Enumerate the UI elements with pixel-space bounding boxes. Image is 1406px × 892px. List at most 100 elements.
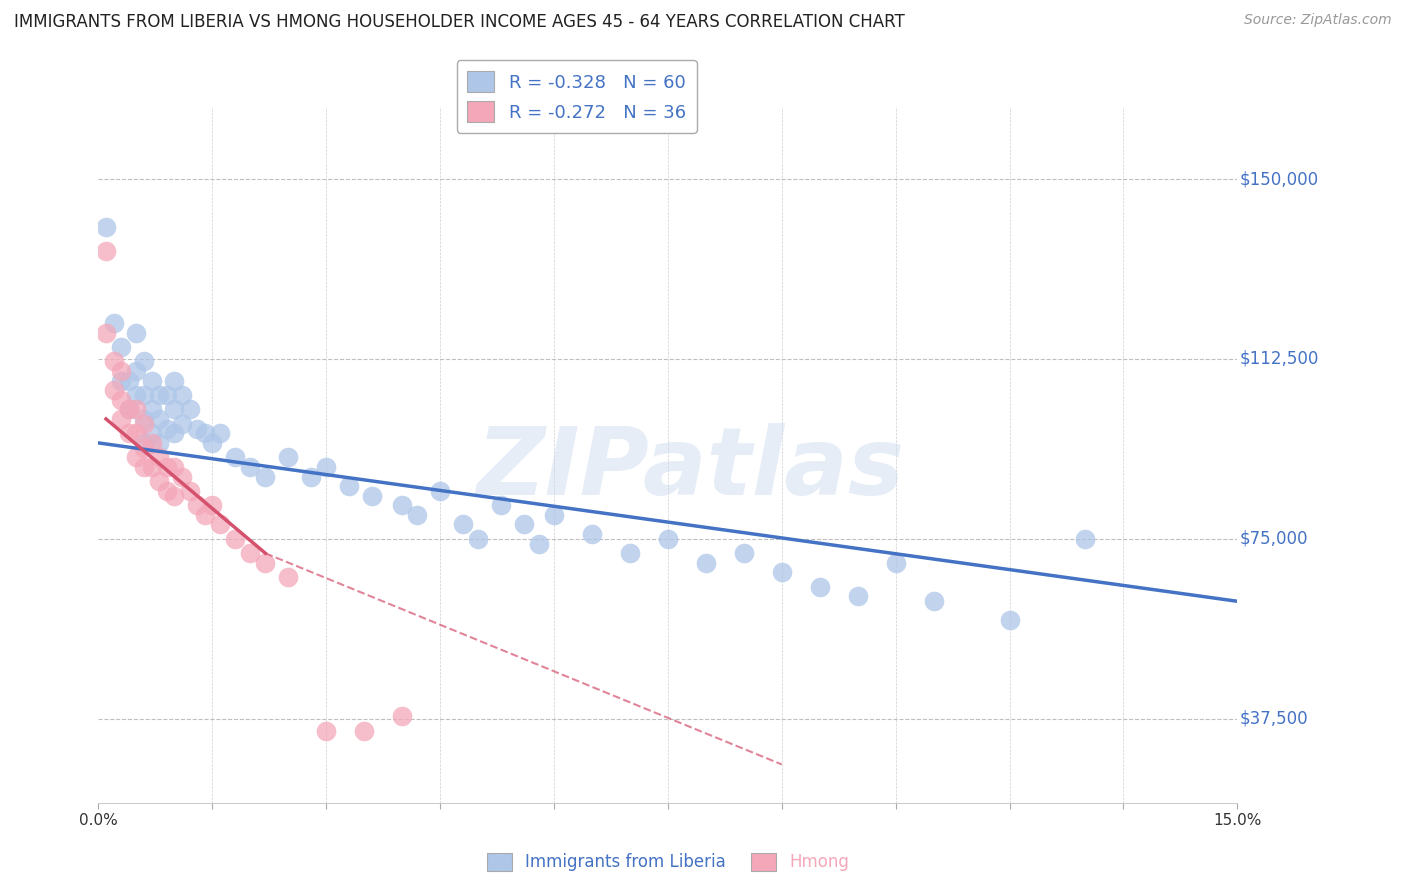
Point — [132, 412, 155, 426]
Point — [239, 459, 262, 474]
Legend: Immigrants from Liberia, Hmong: Immigrants from Liberia, Hmong — [479, 846, 856, 878]
Point — [118, 426, 141, 441]
Point — [179, 483, 201, 498]
Point — [619, 546, 641, 560]
Point — [170, 388, 193, 402]
Point — [94, 244, 117, 258]
Point — [132, 388, 155, 402]
Point — [391, 709, 413, 723]
Point — [148, 475, 170, 489]
Point — [808, 580, 831, 594]
Point — [299, 469, 322, 483]
Point — [156, 421, 179, 435]
Text: $37,500: $37,500 — [1240, 710, 1308, 728]
Point — [467, 532, 489, 546]
Point — [163, 459, 186, 474]
Point — [998, 614, 1021, 628]
Point — [125, 326, 148, 340]
Point — [163, 489, 186, 503]
Point — [451, 517, 474, 532]
Point — [132, 417, 155, 431]
Point — [208, 517, 231, 532]
Point — [118, 402, 141, 417]
Point — [156, 483, 179, 498]
Point — [156, 459, 179, 474]
Point — [194, 508, 217, 522]
Text: IMMIGRANTS FROM LIBERIA VS HMONG HOUSEHOLDER INCOME AGES 45 - 64 YEARS CORRELATI: IMMIGRANTS FROM LIBERIA VS HMONG HOUSEHO… — [14, 13, 905, 31]
Point — [103, 354, 125, 368]
Point — [110, 374, 132, 388]
Point — [922, 594, 945, 608]
Point — [277, 450, 299, 465]
Point — [315, 723, 337, 738]
Text: $150,000: $150,000 — [1240, 170, 1319, 188]
Point — [163, 374, 186, 388]
Point — [141, 436, 163, 450]
Point — [141, 374, 163, 388]
Point — [186, 421, 208, 435]
Point — [110, 340, 132, 354]
Point — [657, 532, 679, 546]
Point — [315, 459, 337, 474]
Point — [337, 479, 360, 493]
Point — [94, 326, 117, 340]
Point — [695, 556, 717, 570]
Point — [125, 450, 148, 465]
Point — [132, 459, 155, 474]
Point — [254, 556, 277, 570]
Point — [254, 469, 277, 483]
Point — [224, 450, 246, 465]
Point — [170, 469, 193, 483]
Point — [406, 508, 429, 522]
Point — [543, 508, 565, 522]
Point — [277, 570, 299, 584]
Point — [846, 590, 869, 604]
Point — [353, 723, 375, 738]
Point — [527, 537, 550, 551]
Point — [581, 527, 603, 541]
Point — [110, 364, 132, 378]
Point — [132, 441, 155, 455]
Point — [194, 426, 217, 441]
Text: $112,500: $112,500 — [1240, 350, 1319, 368]
Point — [208, 426, 231, 441]
Point — [770, 566, 793, 580]
Point — [733, 546, 755, 560]
Point — [1074, 532, 1097, 546]
Point — [125, 402, 148, 417]
Point — [489, 498, 512, 512]
Text: Source: ZipAtlas.com: Source: ZipAtlas.com — [1244, 13, 1392, 28]
Point — [103, 383, 125, 397]
Text: ZIPatlas: ZIPatlas — [477, 423, 904, 515]
Point — [201, 436, 224, 450]
Point — [125, 364, 148, 378]
Point — [201, 498, 224, 512]
Point — [429, 483, 451, 498]
Point — [148, 450, 170, 465]
Point — [94, 219, 117, 234]
Point — [224, 532, 246, 546]
Point — [141, 459, 163, 474]
Point — [118, 374, 141, 388]
Point — [125, 426, 148, 441]
Point — [110, 392, 132, 407]
Point — [360, 489, 382, 503]
Text: $75,000: $75,000 — [1240, 530, 1308, 548]
Point — [148, 388, 170, 402]
Point — [103, 316, 125, 330]
Point — [141, 402, 163, 417]
Point — [125, 388, 148, 402]
Point — [141, 426, 163, 441]
Point — [391, 498, 413, 512]
Point — [239, 546, 262, 560]
Point — [110, 412, 132, 426]
Point — [512, 517, 534, 532]
Point — [148, 436, 170, 450]
Point — [186, 498, 208, 512]
Point — [170, 417, 193, 431]
Point — [179, 402, 201, 417]
Point — [132, 436, 155, 450]
Point — [118, 402, 141, 417]
Point — [884, 556, 907, 570]
Point — [156, 388, 179, 402]
